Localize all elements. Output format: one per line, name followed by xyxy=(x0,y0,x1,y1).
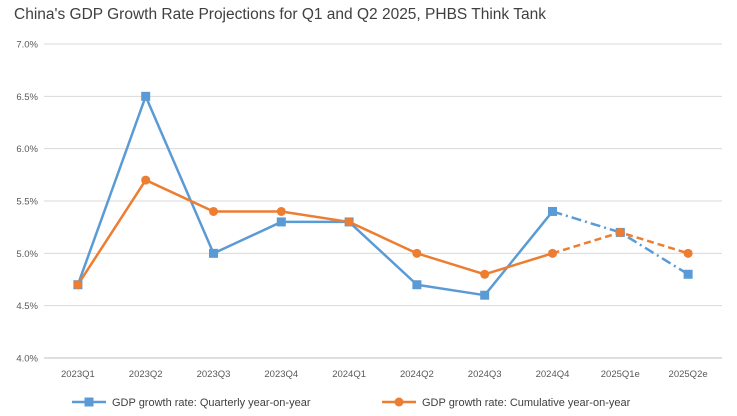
y-tick-label: 7.0% xyxy=(16,40,38,51)
legend-label: GDP growth rate: Quarterly year-on-year xyxy=(112,397,311,409)
y-tick-label: 6.0% xyxy=(16,144,38,155)
data-point-s2-4 xyxy=(344,217,354,227)
data-point-s1-2 xyxy=(209,248,218,258)
x-tick-label: 2023Q4 xyxy=(264,369,298,380)
chart-title: China's GDP Growth Rate Projections for … xyxy=(14,6,546,23)
y-tick-label: 5.0% xyxy=(16,249,38,260)
x-tick-label: 2024Q2 xyxy=(400,369,434,380)
x-axis-tick-labels: 2023Q1 2023Q2 2023Q3 2023Q4 2024Q1 2024Q2 2024… xyxy=(61,369,708,380)
legend-marker xyxy=(394,397,404,407)
y-tick-label: 6.5% xyxy=(16,92,38,103)
legend-label: GDP growth rate: Cumulative year-on-year xyxy=(422,397,631,409)
legend: GDP growth rate: Quarterly year-on-year G… xyxy=(72,397,631,409)
data-point-s2-6 xyxy=(480,269,490,279)
data-point-s1-9 xyxy=(683,269,693,279)
x-tick-label: 2024Q1 xyxy=(332,369,366,380)
series-markers xyxy=(73,91,693,300)
legend-entry-2: GDP growth rate: Cumulative year-on-year xyxy=(382,397,631,409)
x-tick-label: 2024Q3 xyxy=(468,369,502,380)
x-tick-label: 2023Q3 xyxy=(197,369,231,380)
x-tick-label: 2025Q1e xyxy=(601,369,640,380)
x-tick-label: 2025Q2e xyxy=(669,369,708,380)
x-tick-label: 2023Q2 xyxy=(129,369,163,380)
x-tick-label: 2024Q4 xyxy=(536,369,570,380)
y-tick-label: 4.0% xyxy=(16,354,38,365)
gridlines xyxy=(44,43,722,359)
x-tick-label: 2023Q1 xyxy=(61,369,95,380)
data-point-s1-6 xyxy=(480,290,490,300)
data-point-s1-1 xyxy=(141,91,151,101)
data-point-s1-5 xyxy=(412,280,422,290)
legend-marker xyxy=(84,397,94,407)
data-point-s2-3 xyxy=(276,206,286,216)
data-point-s2-1 xyxy=(141,175,151,185)
data-point-s2-0 xyxy=(73,280,83,290)
y-tick-label: 5.5% xyxy=(16,197,38,208)
series-line-2 xyxy=(76,178,553,286)
data-point-s1-7 xyxy=(548,206,557,216)
y-axis-tick-labels: 4.0% 4.5% 5.0% 5.5% 6.0% 6.5% 7.0% xyxy=(16,40,38,365)
series-lines xyxy=(76,95,689,297)
data-point-s1-3 xyxy=(276,217,286,227)
data-point-s2-2 xyxy=(209,206,218,216)
series-projection-line-1 xyxy=(552,210,689,276)
data-point-s2-9 xyxy=(683,248,693,258)
data-point-s2-8 xyxy=(615,227,625,237)
data-point-s2-5 xyxy=(412,248,422,258)
data-point-s2-7 xyxy=(548,248,557,258)
series-line-1 xyxy=(76,95,554,297)
y-tick-label: 4.5% xyxy=(16,301,38,312)
legend-entry-1: GDP growth rate: Quarterly year-on-year xyxy=(72,397,311,409)
